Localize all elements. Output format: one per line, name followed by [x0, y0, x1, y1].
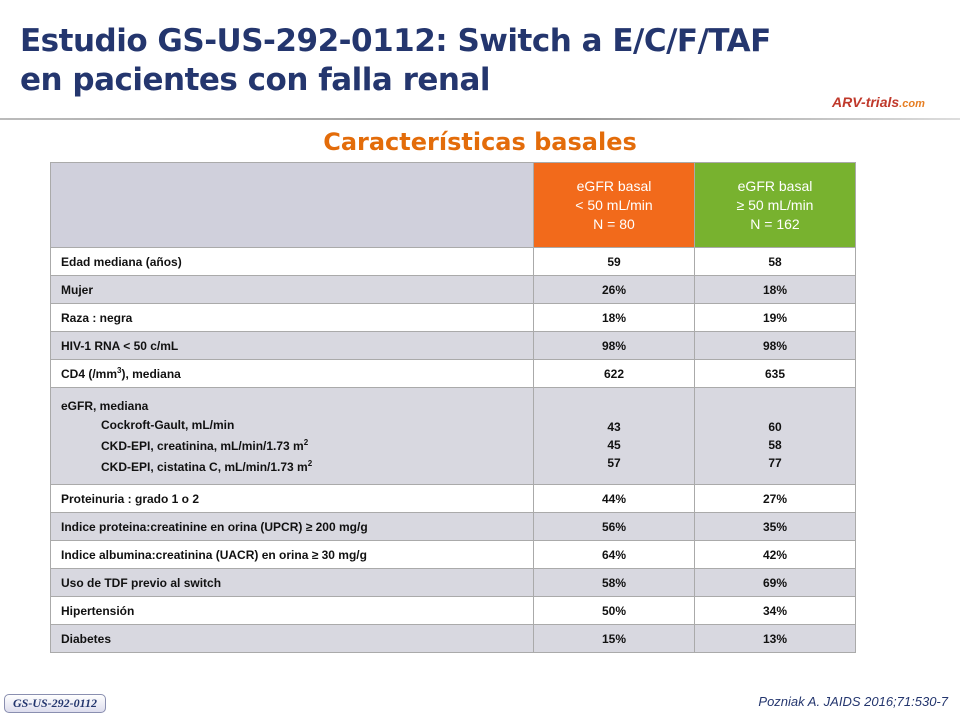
row-label: Uso de TDF previo al switch: [50, 568, 534, 597]
table-row: Hipertensión 50% 34%: [50, 596, 856, 625]
column-header: eGFR basal < 50 mL/min N = 80: [533, 162, 695, 248]
table-row: Diabetes 15% 13%: [50, 624, 856, 653]
value-cell: 58: [694, 247, 856, 276]
value-cell: 26%: [533, 275, 695, 304]
label: Mujer: [61, 282, 94, 297]
table-row: HIV-1 RNA < 50 c/mL 98% 98%: [50, 331, 856, 360]
row-label: CD4 (/mm3), mediana: [50, 359, 534, 388]
subtitle: Características basales: [323, 128, 637, 156]
table-row: Edad mediana (años) 59 58: [50, 247, 856, 276]
header-line: N = 162: [750, 215, 800, 232]
sub-label: CKD-EPI, cistatina C, mL/min/1.73 m2: [61, 455, 523, 476]
label: HIV-1 RNA < 50 c/mL: [61, 338, 179, 353]
value-cell: 98%: [694, 331, 856, 360]
row-label: Proteinuria : grado 1 o 2: [50, 484, 534, 513]
value-cell: 59: [533, 247, 695, 276]
value: 58: [768, 438, 782, 452]
logo: ARV-trials.com: [832, 94, 925, 110]
value-cell: 35%: [694, 512, 856, 541]
label: CKD-EPI, creatinina, mL/min/1.73 m: [101, 439, 304, 453]
label: Proteinuria : grado 1 o 2: [61, 491, 200, 506]
superscript: 2: [303, 438, 309, 447]
value-cell: 98%: [533, 331, 695, 360]
label: Edad mediana (años): [61, 254, 182, 269]
row-label: Indice proteina:creatinine en orina (UPC…: [50, 512, 534, 541]
value: 77: [768, 456, 782, 470]
value-cell: 27%: [694, 484, 856, 513]
value-cell: 13%: [694, 624, 856, 653]
table-row: Raza : negra 18% 19%: [50, 303, 856, 332]
value-cell: 44%: [533, 484, 695, 513]
label: Diabetes: [61, 631, 112, 646]
title-line: Estudio GS-US-292-0112: Switch a E/C/F/T…: [20, 23, 771, 59]
label: CD4 (/mm: [61, 367, 118, 381]
value-cell: 34%: [694, 596, 856, 625]
sub-label: CKD-EPI, creatinina, mL/min/1.73 m2: [61, 434, 523, 455]
badge: GS-US-292-0112: [4, 694, 107, 713]
header-line: eGFR basal: [576, 177, 652, 194]
table-row: Indice proteina:creatinine en orina (UPC…: [50, 512, 856, 541]
table-row: Proteinuria : grado 1 o 2 44% 27%: [50, 484, 856, 513]
table-row: Indice albumina:creatinina (UACR) en ori…: [50, 540, 856, 569]
value-cell: 622: [533, 359, 695, 388]
table-row: CD4 (/mm3), mediana 622 635: [50, 359, 856, 388]
header-line: eGFR basal: [737, 177, 813, 194]
label: Indice proteina:creatinine en orina (UPC…: [61, 519, 368, 534]
value: 43: [607, 420, 621, 434]
row-label: Hipertensión: [50, 596, 534, 625]
row-label: eGFR, mediana Cockroft-Gault, mL/min CKD-E…: [50, 387, 534, 485]
label: Cockroft-Gault, mL/min: [101, 418, 235, 432]
value-cell: 18%: [533, 303, 695, 332]
title: Estudio GS-US-292-0112: Switch a E/C/F/T…: [20, 22, 771, 100]
header-line: < 50 mL/min: [575, 196, 653, 213]
table: eGFR basal < 50 mL/min N = 80 eGFR basal ≥ 5…: [50, 162, 856, 653]
value-cell: 56%: [533, 512, 695, 541]
header-line: N = 80: [593, 215, 635, 232]
row-label: Indice albumina:creatinina (UACR) en ori…: [50, 540, 534, 569]
row-label: Mujer: [50, 275, 534, 304]
header-row: eGFR basal < 50 mL/min N = 80 eGFR basal ≥ 5…: [50, 162, 856, 248]
value-cell: 64%: [533, 540, 695, 569]
value-cell: 60 58 77: [694, 387, 856, 485]
label: Indice albumina:creatinina (UACR) en ori…: [61, 547, 367, 562]
superscript: 3: [117, 366, 122, 375]
row-label: Edad mediana (años): [50, 247, 534, 276]
label: eGFR, mediana: [61, 399, 149, 413]
value-cell: 15%: [533, 624, 695, 653]
value: 57: [607, 456, 621, 470]
label: Raza : negra: [61, 310, 133, 325]
value: 60: [768, 420, 782, 434]
value-cell: 58%: [533, 568, 695, 597]
table-row: Mujer 26% 18%: [50, 275, 856, 304]
citation: Pozniak A. JAIDS 2016;71:530-7: [758, 694, 948, 709]
value-cell: 18%: [694, 275, 856, 304]
row-label: Diabetes: [50, 624, 534, 653]
superscript: 2: [307, 459, 313, 468]
value-cell: 42%: [694, 540, 856, 569]
table-row: eGFR, mediana Cockroft-Gault, mL/min CKD-E…: [50, 387, 856, 485]
value-cell: 43 45 57: [533, 387, 695, 485]
logo-suffix: .com: [899, 98, 925, 110]
table-row: Uso de TDF previo al switch 58% 69%: [50, 568, 856, 597]
header-cell: [50, 162, 534, 248]
title-line: en pacientes con falla renal: [20, 62, 491, 98]
value-cell: 19%: [694, 303, 856, 332]
row-label: HIV-1 RNA < 50 c/mL: [50, 331, 534, 360]
label: Uso de TDF previo al switch: [61, 575, 222, 590]
value-cell: 69%: [694, 568, 856, 597]
label: CKD-EPI, cistatina C, mL/min/1.73 m: [101, 460, 308, 474]
logo-text: ARV-trials: [832, 94, 900, 110]
divider: [0, 118, 960, 120]
label: Hipertensión: [61, 603, 135, 618]
value-cell: 635: [694, 359, 856, 388]
value-cell: 50%: [533, 596, 695, 625]
sub-label: Cockroft-Gault, mL/min: [61, 416, 523, 434]
label-end: ), mediana: [121, 367, 181, 381]
column-header: eGFR basal ≥ 50 mL/min N = 162: [694, 162, 856, 248]
row-label: Raza : negra: [50, 303, 534, 332]
header-line: ≥ 50 mL/min: [736, 196, 814, 213]
value: 45: [607, 438, 621, 452]
